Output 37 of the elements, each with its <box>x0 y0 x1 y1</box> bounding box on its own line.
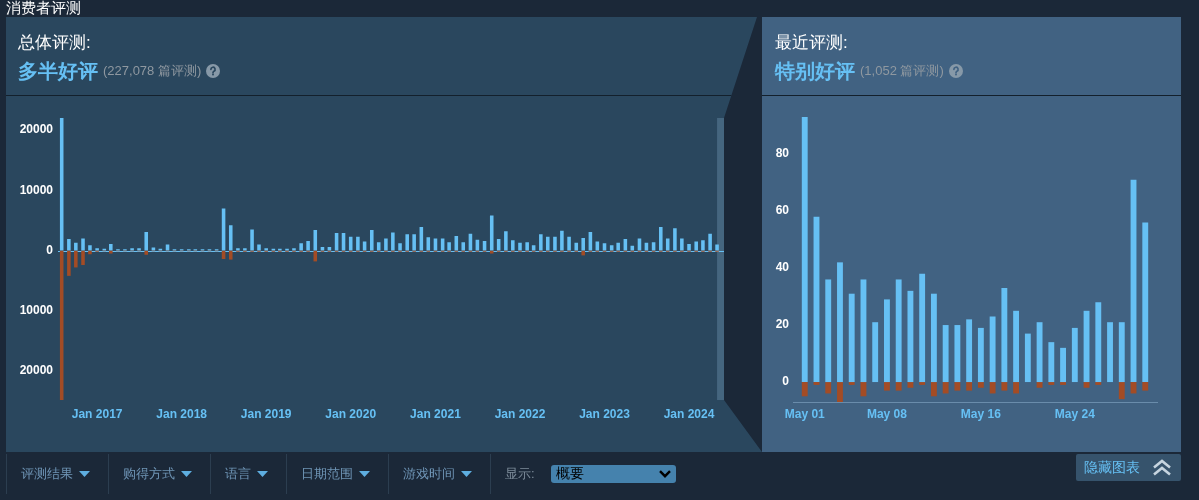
y-tick-label: 0 <box>782 374 790 389</box>
text: 评测结果 <box>21 465 73 483</box>
y-tick-label: 20000 <box>19 122 54 137</box>
x-tick-label: Jan 2023 <box>579 406 631 421</box>
text: 日期范围 <box>301 465 353 483</box>
text: (227,078 篇评测) <box>103 63 202 79</box>
x-tick-label: Jan 2017 <box>71 406 123 421</box>
y-tick-label: 20 <box>775 317 790 332</box>
x-tick-label: Jan 2018 <box>156 406 208 421</box>
y-tick-label: 20000 <box>19 363 54 378</box>
x-tick-label: Jan 2019 <box>240 406 292 421</box>
y-tick-label: 60 <box>775 203 790 218</box>
x-tick-label: Jan 2024 <box>663 406 715 421</box>
y-tick-label: 10000 <box>19 303 54 318</box>
x-tick-label: May 16 <box>960 406 1002 421</box>
chart-subtitle: 多半好评 <box>18 59 98 83</box>
y-tick-label: 10000 <box>19 182 54 197</box>
text: 消费者评测 <box>6 0 81 16</box>
text: 游戏时间 <box>403 465 455 483</box>
x-tick-label: Jan 2021 <box>410 406 462 421</box>
x-tick-label: May 24 <box>1054 406 1096 421</box>
x-tick-label: Jan 2022 <box>494 406 546 421</box>
x-tick-label: May 01 <box>784 406 826 421</box>
chart-title: 总体评测: <box>18 32 91 54</box>
text-button: 隐藏图表 <box>1076 454 1181 481</box>
dropdown-field: 概要 <box>550 465 676 483</box>
text: 购得方式 <box>123 465 175 483</box>
x-tick-label: Jan 2020 <box>325 406 377 421</box>
text: (1,052 篇评测) <box>860 63 944 79</box>
y-tick-label: 40 <box>775 260 790 275</box>
x-tick-label: May 08 <box>866 406 908 421</box>
chart-title: 最近评测: <box>775 32 848 54</box>
text: 显示: <box>504 465 535 483</box>
y-tick-label: 0 <box>46 242 54 257</box>
y-tick-label: 80 <box>775 146 790 161</box>
text: 语言 <box>225 465 251 483</box>
chart-subtitle: 特别好评 <box>775 59 855 83</box>
